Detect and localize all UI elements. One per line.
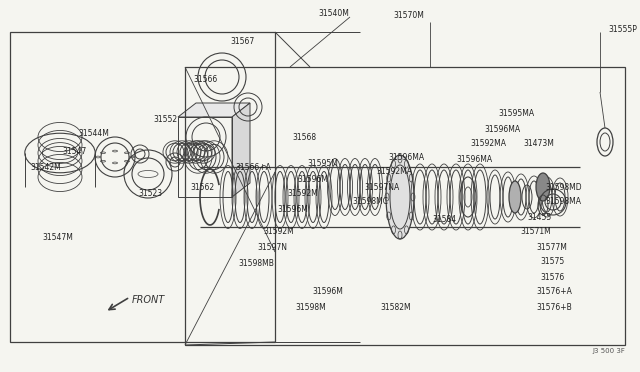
Text: 31598MD: 31598MD: [545, 183, 582, 192]
Ellipse shape: [536, 173, 550, 201]
Text: 31566: 31566: [193, 76, 217, 84]
Text: 31567: 31567: [230, 38, 254, 46]
Text: 31596M: 31596M: [312, 288, 343, 296]
Text: 31547: 31547: [62, 148, 86, 157]
Text: 31596MA: 31596MA: [484, 125, 520, 134]
Text: 31595MA: 31595MA: [498, 109, 534, 119]
Text: 31598MB: 31598MB: [238, 260, 274, 269]
Text: 31575: 31575: [540, 257, 564, 266]
Text: 31577M: 31577M: [536, 243, 567, 251]
Text: 31582M: 31582M: [380, 302, 411, 311]
Text: 31592MA: 31592MA: [470, 140, 506, 148]
Bar: [178, 117, 232, 197]
Text: 31596M: 31596M: [277, 205, 308, 214]
Text: 31598MC: 31598MC: [352, 198, 388, 206]
Text: 31523: 31523: [138, 189, 162, 199]
Text: 31597N: 31597N: [257, 244, 287, 253]
Text: 31455: 31455: [527, 212, 551, 221]
Text: 31562: 31562: [190, 183, 214, 192]
Text: 31598MA: 31598MA: [545, 198, 581, 206]
Text: 31576+B: 31576+B: [536, 302, 572, 311]
Bar: [185, 67, 625, 345]
Text: 31595M: 31595M: [307, 160, 338, 169]
Text: 31552: 31552: [153, 115, 177, 124]
Text: 31547M: 31547M: [42, 232, 73, 241]
Ellipse shape: [509, 181, 521, 213]
Text: 31584: 31584: [432, 215, 456, 224]
Text: 31596MA: 31596MA: [388, 153, 424, 161]
Text: 31592M: 31592M: [287, 189, 317, 199]
Text: 31576+A: 31576+A: [536, 288, 572, 296]
Text: 31597NA: 31597NA: [364, 183, 399, 192]
Text: FRONT: FRONT: [132, 295, 165, 305]
Bar: [10, 32, 275, 342]
Text: 31566+A: 31566+A: [235, 163, 271, 171]
Text: 31544M: 31544M: [78, 129, 109, 138]
Text: J3 500 3F: J3 500 3F: [592, 348, 625, 354]
Text: 31555P: 31555P: [608, 26, 637, 35]
Text: 31571M: 31571M: [520, 228, 551, 237]
Text: 31576: 31576: [540, 273, 564, 282]
Text: 31542M: 31542M: [30, 164, 61, 173]
Polygon shape: [232, 103, 250, 197]
Text: 31592MA: 31592MA: [376, 167, 412, 176]
Text: 31568: 31568: [292, 132, 316, 141]
Text: 31473M: 31473M: [523, 140, 554, 148]
Text: 31592M: 31592M: [263, 228, 294, 237]
Text: 31570M: 31570M: [393, 12, 424, 20]
Text: 31540M: 31540M: [318, 10, 349, 19]
Polygon shape: [178, 103, 250, 117]
Text: 31598M: 31598M: [295, 302, 326, 311]
Text: 31596M: 31596M: [297, 174, 328, 183]
Ellipse shape: [386, 155, 414, 239]
Text: 31596MA: 31596MA: [456, 154, 492, 164]
